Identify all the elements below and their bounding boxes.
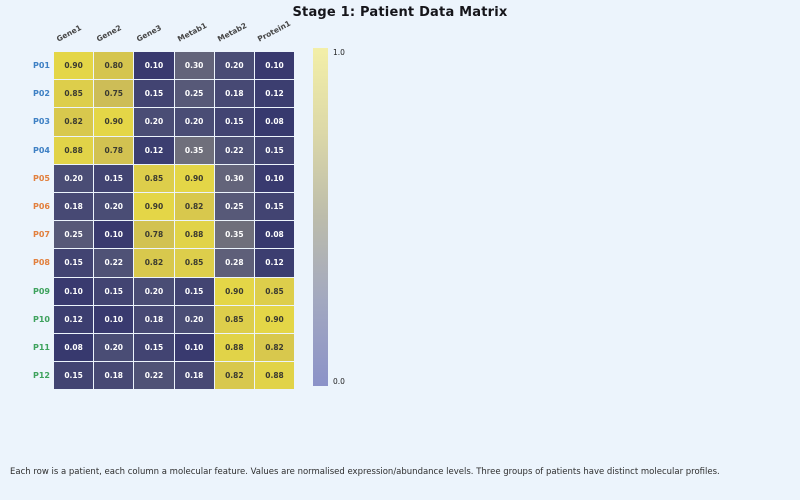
heatmap-cell: 0.20 [94,333,134,362]
heatmap-cell: 0.35 [174,136,214,164]
col-label-gene1: Gene1 [54,23,83,44]
heatmap-cell: 0.18 [214,80,254,108]
heatmap-cell: 0.15 [94,277,134,305]
heatmap-cell: 0.75 [94,80,134,108]
heatmap-cell: 0.90 [214,277,254,305]
heatmap-cell: 0.08 [254,108,295,136]
heatmap-cell: 0.85 [134,164,174,192]
heatmap-cell: 0.18 [174,362,214,390]
row-label-p10: P10 [33,314,50,324]
heatmap-grid: 0.90 0.80 0.10 0.30 0.20 0.10 0.85 0.75 0.15 0.25… [54,52,295,390]
heatmap-cell: 0.85 [214,305,254,333]
heatmap-cell: 0.15 [174,277,214,305]
heatmap-cell: 0.25 [174,80,214,108]
heatmap-cell: 0.82 [254,333,295,362]
heatmap-cell: 0.88 [174,221,214,249]
row-label-p08: P08 [33,258,50,268]
heatmap-cell: 0.28 [214,249,254,277]
heatmap-cell: 0.25 [54,221,94,249]
colorbar: 1.0 0.0 [313,48,345,386]
row-label-p03: P03 [33,117,50,127]
heatmap-cell: 0.90 [174,164,214,192]
heatmap-cell: 0.15 [254,136,295,164]
heatmap-cell: 0.10 [254,52,295,80]
heatmap-cell: 0.20 [134,277,174,305]
heatmap-cell: 0.85 [54,80,94,108]
heatmap-cell: 0.82 [134,249,174,277]
heatmap-cell: 0.90 [134,192,174,221]
heatmap-cell: 0.88 [254,362,295,390]
heatmap-cell: 0.80 [94,52,134,80]
page-title: Stage 1: Patient Data Matrix [292,5,508,20]
row-label-p01: P01 [33,61,50,70]
heatmap-cell: 0.20 [174,108,214,136]
col-label-gene2: Gene2 [95,23,124,44]
heatmap-cell: 0.85 [254,277,295,305]
heatmap-cell: 0.15 [214,108,254,136]
heatmap-cell: 0.90 [94,108,134,136]
heatmap-cell: 0.10 [174,333,214,362]
heatmap-cell: 0.30 [174,52,214,80]
heatmap-cell: 0.12 [54,305,94,333]
heatmap-cell: 0.10 [54,277,94,305]
heatmap-cell: 0.08 [254,221,295,249]
heatmap-cell: 0.82 [54,108,94,136]
heatmap-cell: 0.10 [94,221,134,249]
heatmap-cell: 0.15 [134,80,174,108]
row-label-p07: P07 [33,230,50,240]
heatmap-cell: 0.18 [134,305,174,333]
row-label-p09: P09 [33,286,50,296]
heatmap-cell: 0.82 [174,192,214,221]
heatmap-cell: 0.15 [54,249,94,277]
col-label-metab2: Metab2 [215,20,249,44]
heatmap-cell: 0.30 [214,164,254,192]
heatmap-cell: 0.85 [174,249,214,277]
heatmap-cell: 0.90 [54,52,94,80]
heatmap-cell: 0.25 [214,192,254,221]
heatmap-cell: 0.20 [134,108,174,136]
heatmap-cell: 0.20 [174,305,214,333]
heatmap-cell: 0.15 [54,362,94,390]
colorbar-gradient [313,48,328,386]
heatmap-cell: 0.10 [134,52,174,80]
colorbar-max-label: 1.0 [333,48,345,57]
heatmap-cell: 0.88 [54,136,94,164]
heatmap-cell: 0.82 [214,362,254,390]
heatmap-cell: 0.15 [254,192,295,221]
heatmap-cell: 0.90 [254,305,295,333]
heatmap-cell: 0.22 [94,249,134,277]
heatmap-cell: 0.22 [214,136,254,164]
heatmap-cell: 0.10 [254,164,295,192]
heatmap-cell: 0.12 [254,249,295,277]
heatmap-cell: 0.78 [134,221,174,249]
heatmap-cell: 0.12 [134,136,174,164]
colorbar-min-label: 0.0 [333,377,345,386]
row-label-p04: P04 [33,145,50,155]
heatmap-cell: 0.20 [94,192,134,221]
row-label-p02: P02 [33,89,50,99]
heatmap-cell: 0.15 [94,164,134,192]
row-label-p06: P06 [33,202,50,211]
heatmap-cell: 0.08 [54,333,94,362]
heatmap-cell: 0.78 [94,136,134,164]
row-label-p12: P12 [33,371,50,381]
heatmap-cell: 0.12 [254,80,295,108]
row-label-p05: P05 [33,173,50,183]
heatmap-cell: 0.20 [54,164,94,192]
row-label-p11: P11 [33,343,50,352]
caption: Each row is a patient, each column a mol… [10,467,720,477]
heatmap-cell: 0.15 [134,333,174,362]
heatmap-cell: 0.35 [214,221,254,249]
heatmap-cell: 0.10 [94,305,134,333]
heatmap-cell: 0.18 [94,362,134,390]
heatmap-cell: 0.18 [54,192,94,221]
heatmap-cell: 0.20 [214,52,254,80]
col-label-gene3: Gene3 [135,23,164,44]
heatmap-cell: 0.22 [134,362,174,390]
col-label-metab1: Metab1 [175,20,208,44]
heatmap-cell: 0.88 [214,333,254,362]
